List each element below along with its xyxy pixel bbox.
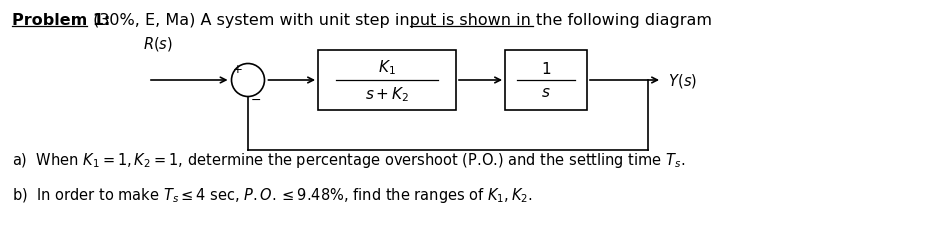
Text: b)  In order to make $T_s \leq 4$ sec, $P.O. \leq 9.48\%$, find the ranges of $K: b) In order to make $T_s \leq 4$ sec, $P… (12, 185, 533, 204)
Text: $s$: $s$ (541, 85, 551, 100)
Text: $s + K_2$: $s + K_2$ (365, 85, 409, 103)
Text: Problem 1:: Problem 1: (12, 13, 110, 28)
Text: $Y(s)$: $Y(s)$ (664, 72, 697, 90)
Bar (505, 51, 587, 111)
Text: −: − (251, 93, 261, 106)
Text: 1: 1 (541, 62, 551, 77)
Text: +: + (232, 63, 243, 76)
Bar (318, 51, 456, 111)
Text: $R(s)$: $R(s)$ (143, 35, 173, 53)
Text: (30%, E, Ma) A system with unit step input is shown in the following diagram: (30%, E, Ma) A system with unit step inp… (88, 13, 712, 28)
Text: a)  When $K_1 = 1, K_2 = 1$, determine the percentage overshoot (P.O.) and the s: a) When $K_1 = 1, K_2 = 1$, determine th… (12, 150, 685, 169)
Text: $K_1$: $K_1$ (378, 58, 395, 77)
